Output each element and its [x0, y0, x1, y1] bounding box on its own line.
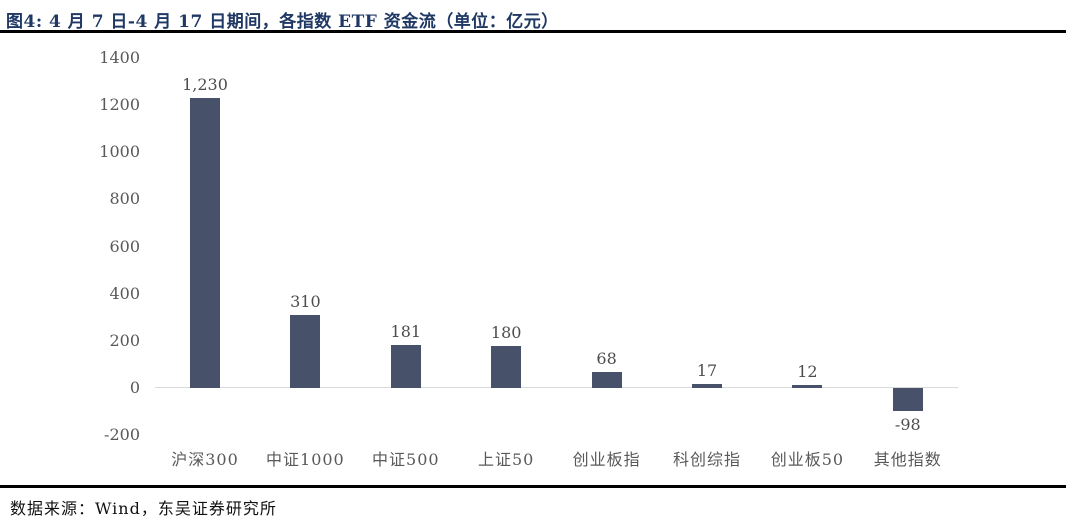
- x-axis-label: 其他指数: [873, 450, 942, 469]
- bar: [892, 388, 923, 412]
- bar-value-label: -98: [894, 415, 921, 435]
- bar-value-label: 180: [490, 322, 522, 342]
- bar: [491, 345, 522, 388]
- bar: [390, 345, 421, 388]
- y-axis-tick-label: 1400: [99, 48, 140, 68]
- top-divider: [0, 30, 1066, 33]
- bar: [591, 371, 622, 388]
- zero-axis-line: [155, 387, 958, 388]
- y-axis-tick-label: 600: [109, 236, 140, 256]
- bar: [692, 383, 722, 388]
- bar: [792, 385, 823, 388]
- x-axis-label: 科创综指: [672, 450, 741, 469]
- y-axis-tick-label: 1200: [99, 95, 140, 115]
- y-axis-tick-label: 0: [129, 378, 140, 397]
- x-axis-label: 创业板50: [770, 450, 845, 469]
- x-axis-label: 上证50: [478, 450, 535, 469]
- bar-value-label: 181: [390, 322, 422, 342]
- data-source: 数据来源：Wind，东吴证券研究所: [10, 499, 277, 518]
- figure-title: 图4: 4 月 7 日-4 月 17 日期间，各指数 ETF 资金流（单位：亿元…: [6, 12, 559, 32]
- bar-value-label: 310: [290, 291, 321, 311]
- bar-value-label: 17: [696, 360, 718, 380]
- y-axis-tick-label: 200: [109, 330, 140, 350]
- x-axis-label: 沪深300: [171, 450, 239, 469]
- y-axis-tick-label: 800: [109, 189, 140, 209]
- bar-value-label: 12: [797, 362, 818, 382]
- y-axis-tick-label: 1000: [99, 142, 140, 162]
- bottom-divider: [0, 485, 1066, 488]
- bar: [190, 98, 220, 388]
- x-axis-label: 中证500: [372, 450, 440, 469]
- x-axis-label: 创业板指: [572, 450, 641, 469]
- y-axis-tick-label: 400: [109, 283, 140, 303]
- bar-value-label: 1,230: [182, 75, 228, 95]
- x-axis-label: 中证1000: [266, 450, 345, 469]
- bar-value-label: 68: [596, 348, 617, 368]
- y-axis-tick-label: -200: [104, 425, 140, 445]
- bar: [290, 314, 321, 388]
